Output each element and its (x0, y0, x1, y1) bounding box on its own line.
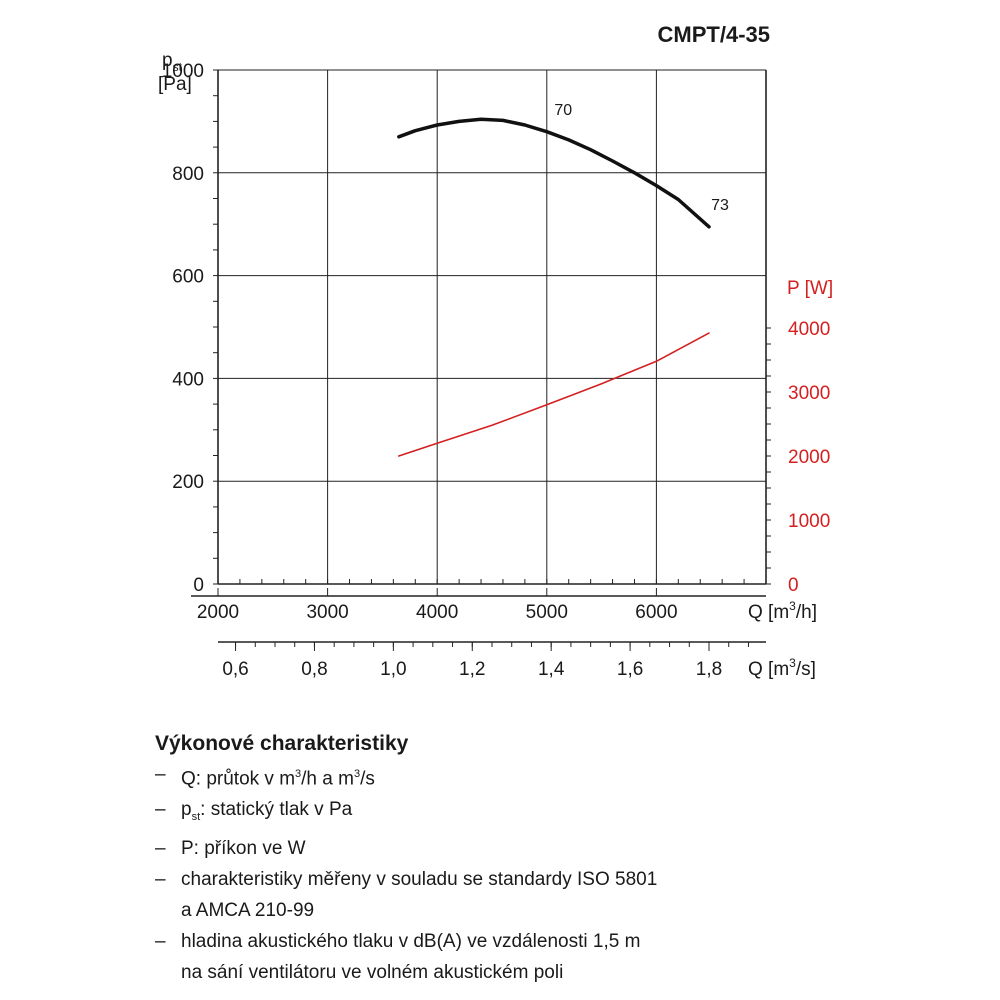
legend-item-q: – Q: průtok v m3/h a m3/s (155, 764, 375, 790)
power-curve (397, 332, 710, 457)
grid (217, 69, 767, 585)
legend-heading: Výkonové charakteristiky (155, 732, 409, 755)
x2-tick-label: 1,4 (538, 659, 565, 680)
chart-title: CMPT/4-35 (658, 22, 770, 47)
x-tick-label: 6000 (635, 602, 677, 623)
curve-annotation: 70 (554, 102, 572, 119)
y-tick-label: 800 (172, 164, 204, 185)
x2-tick-label: 1,6 (617, 659, 643, 680)
y2-tick-label: 3000 (788, 383, 830, 404)
x2-axis: 0,6 0,8 1,0 1,2 1,4 1,6 1,8 (218, 641, 766, 680)
x2-tick-label: 0,6 (222, 659, 248, 680)
legend-item-p: – P: příkon ve W (155, 838, 306, 860)
y2-axis: 0 1000 2000 3000 4000 (766, 319, 830, 596)
x-tick-label: 2000 (197, 602, 239, 623)
y-axis: 0 200 400 600 800 1000 (162, 61, 218, 596)
x2-tick-label: 1,2 (459, 659, 485, 680)
annotations: 70 73 (554, 102, 729, 214)
x2-tick-label: 1,8 (696, 659, 722, 680)
x-axis-unit: Q [m3/h] (748, 599, 817, 623)
x2-axis-unit: Q [m3/s] (748, 656, 816, 680)
y-tick-label: 600 (172, 267, 204, 288)
legend-item-standards: – charakteristiky měřeny v souladu se st… (155, 869, 658, 922)
y-axis-label-sub: st (173, 60, 183, 74)
pressure-curve (397, 117, 711, 229)
y2-tick-label: 4000 (788, 319, 830, 340)
x2-tick-label: 0,8 (301, 659, 327, 680)
fan-performance-chart: CMPT/4-35 pst [Pa] P [W] 0 200 400 600 800 10… (158, 22, 833, 680)
curve-annotation: 73 (711, 197, 729, 214)
series-group (397, 117, 711, 457)
legend-item-acoustic: – hladina akustického tlaku v dB(A) ve v… (155, 931, 641, 984)
y-tick-label: 200 (172, 472, 204, 493)
x-tick-label: 3000 (306, 602, 348, 623)
y-axis-label-main: p (162, 50, 173, 71)
x-tick-label: 5000 (526, 602, 568, 623)
y-tick-label: 0 (193, 575, 204, 596)
legend-text: Výkonové charakteristiky – Q: průtok v m… (155, 728, 855, 988)
y2-tick-label: 2000 (788, 447, 830, 468)
y2-axis-label: P [W] (787, 278, 833, 299)
x2-tick-label: 1,0 (380, 659, 406, 680)
x-tick-label: 4000 (416, 602, 458, 623)
x-axis: 2000 3000 4000 5000 6000 (191, 579, 767, 623)
y-tick-label: 400 (172, 369, 204, 390)
legend-item-pst: – pst: statický tlak v Pa (155, 799, 353, 824)
y2-tick-label: 0 (788, 575, 799, 596)
y-tick-label: 1000 (162, 61, 204, 82)
y-axis-label: pst (162, 50, 183, 74)
y2-tick-label: 1000 (788, 511, 830, 532)
y-axis-unit: [Pa] (158, 74, 192, 95)
